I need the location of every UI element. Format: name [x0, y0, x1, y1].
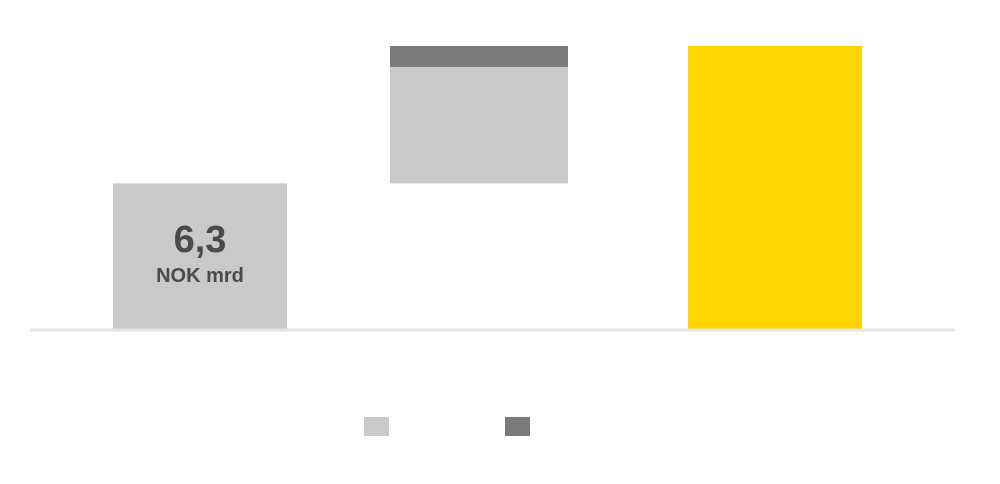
bar-3: [390, 46, 568, 67]
bar-1-value-label: 6,3: [174, 219, 227, 261]
legend-swatch-2: [505, 417, 530, 436]
bars-layer: [113, 46, 862, 330]
bar-4: [688, 46, 862, 330]
legend: [364, 417, 530, 436]
bar-1-unit-label: NOK mrd: [156, 265, 244, 287]
bar-1: [113, 183, 287, 330]
bar-2: [390, 66, 568, 184]
legend-swatch-1: [364, 417, 389, 436]
